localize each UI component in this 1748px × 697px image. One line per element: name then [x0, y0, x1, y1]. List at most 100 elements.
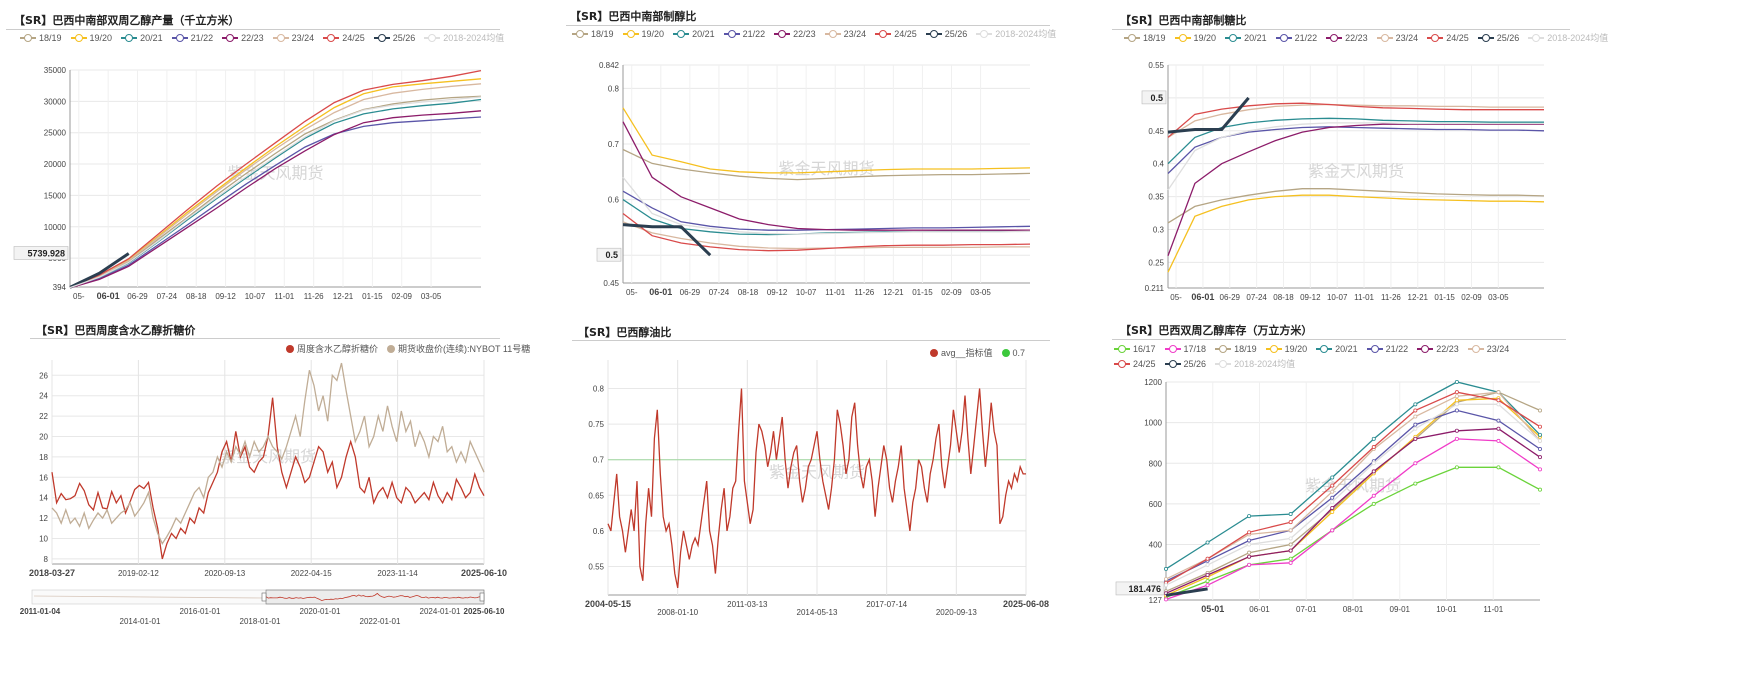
legend-label: avg__指标值 [941, 348, 993, 358]
legend-item[interactable]: 18/19 [20, 33, 62, 43]
series-line [1167, 194, 1545, 273]
legend-item[interactable]: 2018-2024均值 [976, 27, 1056, 40]
legend-item[interactable]: 21/22 [723, 29, 765, 39]
tick-label: 35000 [44, 66, 67, 75]
legend-label: 25/26 [1183, 359, 1207, 369]
data-point [1454, 390, 1459, 395]
tick-label: 0.8 [593, 384, 605, 393]
tick-label: 2020-09-13 [936, 608, 977, 617]
data-point [1537, 424, 1542, 429]
data-point [1537, 447, 1542, 452]
legend-label: 24/25 [1446, 32, 1469, 43]
series-line [622, 223, 712, 257]
series-line [1165, 391, 1541, 584]
tick-label: 25000 [44, 129, 67, 138]
legend-item[interactable]: 25/26 [1477, 33, 1519, 43]
legend-item[interactable]: 20/21 [673, 29, 715, 39]
legend-item[interactable]: avg__指标值 [930, 346, 993, 359]
legend-item[interactable]: 21/22 [1366, 342, 1408, 356]
data-point [1413, 422, 1418, 427]
legend-item[interactable]: 21/22 [1275, 32, 1318, 43]
series-line [622, 176, 1031, 235]
legend-swatch [723, 29, 740, 38]
chart-ethanol-production: 394500010000150002000025000300003500005-… [13, 66, 482, 301]
legend-item[interactable]: 22/23 [222, 33, 264, 43]
legend-item[interactable]: 25/26 [1164, 357, 1207, 371]
chart-ethanol-inventory: 127 400 600 800 1000 1200 05-01 06-01 07-01 08-01… [1115, 378, 1542, 614]
legend-item[interactable]: 20/21 [121, 33, 163, 43]
data-point [1537, 455, 1542, 460]
tick-label: 12-21 [883, 288, 904, 297]
legend-item[interactable]: 19/20 [622, 29, 664, 39]
legend-item[interactable]: 2018-2024均值 [1215, 357, 1295, 371]
tick-label: 07-24 [709, 288, 730, 297]
data-point [1247, 554, 1252, 559]
data-point [1413, 426, 1418, 431]
legend-item[interactable]: 19/20 [1174, 33, 1216, 43]
tick-label: 2019-02-12 [118, 569, 159, 578]
tick-label: 03-05 [1488, 293, 1509, 302]
tick-label: 2020-01-01 [300, 607, 341, 616]
tick-label: 07-01 [1296, 605, 1317, 614]
tick-label: 11-26 [304, 292, 324, 301]
legend-item[interactable]: 23/24 [1467, 342, 1509, 356]
legend-item[interactable]: 17/18 [1164, 342, 1206, 356]
data-point [1164, 597, 1169, 602]
legend-item[interactable]: 2018-2024均值 [1528, 31, 1608, 44]
range-selection[interactable] [265, 589, 485, 605]
tick-label: 2011-03-13 [727, 600, 768, 609]
tick-label: 02-09 [941, 288, 962, 297]
legend-item[interactable]: 23/24 [272, 33, 314, 43]
legend: 18/19 19/20 20/21 21/22 22/23 23/24 24/25 25/26… [20, 31, 513, 44]
legend-item[interactable]: 18/19 [1124, 33, 1166, 43]
legend-item[interactable]: 24/25 [875, 29, 917, 39]
legend-swatch [1467, 345, 1484, 353]
legend-item[interactable]: 22/23 [774, 29, 816, 39]
legend-item[interactable]: 19/20 [70, 33, 112, 43]
legend-item[interactable]: 18/19 [572, 29, 614, 39]
legend-item[interactable]: 22/23 [1326, 33, 1368, 43]
tick-label: 0.75 [588, 420, 604, 429]
legend-item[interactable]: 25/26 [373, 33, 415, 43]
legend-item[interactable]: 23/24 [1376, 33, 1418, 43]
chart-title: 【SR】巴西中南部制糖比 [1120, 14, 1247, 27]
legend-item[interactable]: 21/22 [171, 33, 213, 43]
legend-item[interactable]: 20/21 [1225, 33, 1267, 43]
legend-item[interactable]: 23/24 [824, 29, 866, 39]
legend-item[interactable]: 0.7 [1001, 348, 1025, 358]
legend-label: 20/21 [1335, 344, 1358, 354]
legend-item[interactable]: 24/25 [1114, 357, 1156, 371]
legend-item[interactable]: 周度含水乙醇折糖价 [286, 342, 378, 355]
tick-label: 2025-06-08 [1003, 599, 1049, 609]
data-point [1247, 550, 1252, 555]
legend-item[interactable]: 期货收盘价(连续):NYBOT 11号糖 [387, 342, 530, 355]
legend-label: 21/22 [1294, 32, 1318, 43]
data-point [1413, 461, 1418, 466]
tick-label: 01-15 [362, 292, 383, 301]
legend-item[interactable]: 24/25 [1427, 33, 1469, 43]
legend-label: 24/25 [1133, 359, 1156, 369]
data-point [1537, 487, 1542, 492]
series-line [1165, 587, 1208, 597]
data-point [1288, 542, 1293, 547]
legend-swatch [1164, 345, 1181, 353]
tick-label: 0.55 [1148, 61, 1164, 70]
current-value-label: 5739.928 [27, 248, 65, 258]
legend-item[interactable]: 18/19 [1215, 342, 1257, 356]
range-handle-left[interactable] [261, 592, 267, 602]
legend-item[interactable]: 16/17 [1114, 342, 1156, 356]
range-handle-right[interactable] [479, 592, 485, 602]
legend-item[interactable]: 19/20 [1265, 342, 1307, 356]
legend-item[interactable]: 22/23 [1417, 342, 1459, 356]
tick-label: 02-09 [392, 292, 413, 301]
legend-item[interactable]: 24/25 [323, 33, 365, 43]
tick-label: 09-12 [1300, 293, 1321, 302]
legend-item[interactable]: 20/21 [1316, 342, 1358, 356]
legend-swatch [286, 344, 294, 353]
legend-swatch [1265, 345, 1282, 353]
tick-label: 01-15 [912, 288, 933, 297]
tick-label: 07-24 [157, 292, 178, 301]
legend-item[interactable]: 2018-2024均值 [424, 31, 504, 44]
tick-label: 12-21 [333, 292, 354, 301]
legend-item[interactable]: 25/26 [925, 29, 967, 39]
